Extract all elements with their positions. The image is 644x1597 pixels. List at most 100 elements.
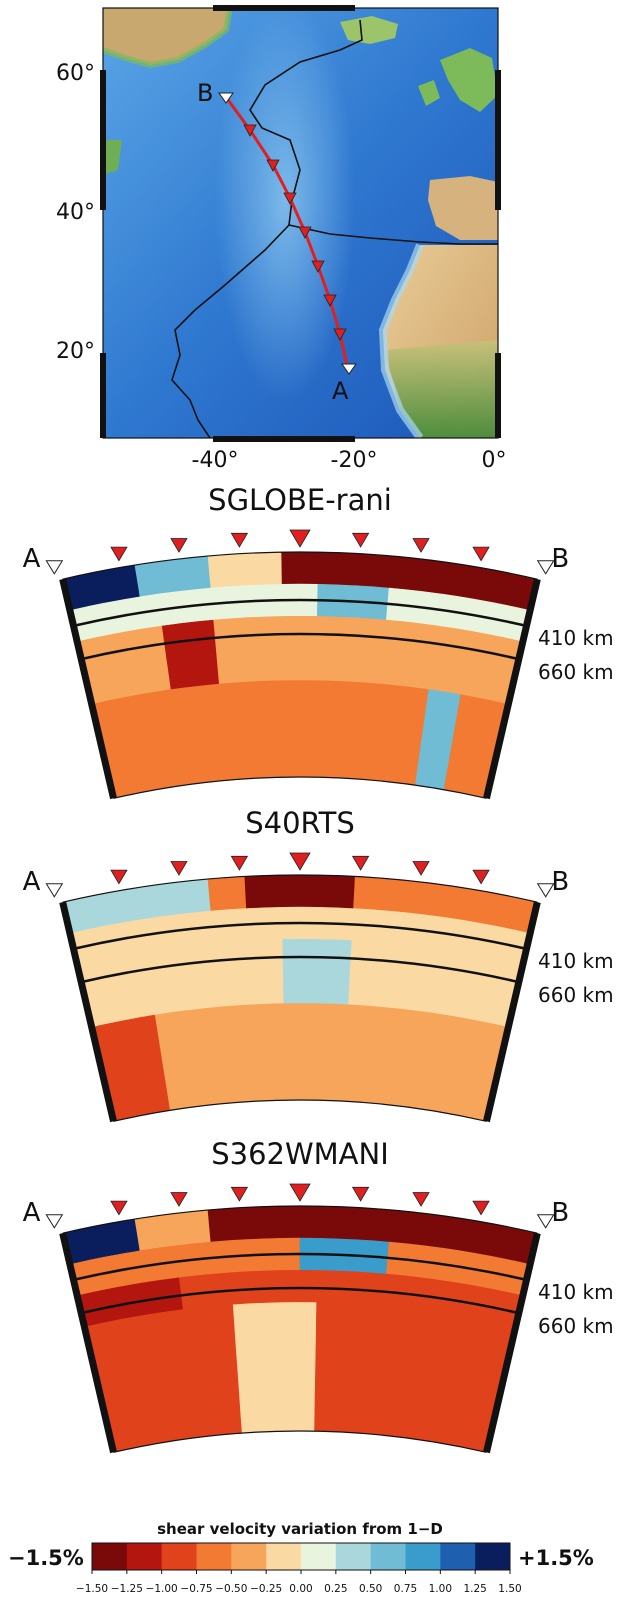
section-endpoint-a-marker [45,883,64,898]
discontinuity-410 [73,1252,527,1282]
section-cell [400,1420,418,1440]
section-cell [363,1005,382,1024]
section-cell [374,1385,393,1404]
section-cell [368,925,389,944]
section-cell [207,1208,228,1227]
section-base [113,1430,487,1453]
colorbar-tick-label: −1.50 [76,1583,108,1595]
section-cell [299,1366,316,1384]
section-cell [444,675,464,696]
section-cell [194,603,215,623]
section-cell [385,603,406,623]
section-cell [434,739,453,759]
section-cell [299,1302,318,1319]
section-cell [316,1302,334,1320]
section-cell [316,971,334,989]
section-cell [333,616,353,635]
section-cell [400,1089,418,1109]
section-cell [122,1348,143,1368]
section-cell [315,696,333,714]
section-cell [329,1068,346,1086]
section-cell [226,876,246,894]
section-cell [133,659,153,680]
section-cell [463,1316,484,1337]
section-cell [328,1084,345,1102]
section-cell [282,648,301,665]
section-cell [173,896,194,916]
section-cell [391,1040,410,1059]
colorbar-tick-label: −1.25 [111,1583,143,1595]
section-cell [161,623,182,643]
section-cell [299,1253,318,1271]
section-cell [331,1318,350,1337]
section-cell [299,551,319,569]
section-cell [211,1256,232,1275]
colorbar-swatch [266,1543,302,1570]
section-cell [414,1309,434,1329]
section-cell [175,1042,194,1061]
section-cell [189,1209,210,1229]
section-cell [152,673,172,693]
map-endpoint-a-label: A [332,377,349,405]
colorbar-tick-label: 1.50 [498,1583,521,1595]
map-station-marker [323,294,337,307]
section-cell [364,1320,383,1339]
section-cell [152,771,171,791]
map-endpoint-b-label: B [197,79,213,107]
section-cell [335,1206,356,1224]
section-cell [162,1060,181,1079]
section-cell [430,657,451,677]
section-cell [265,616,284,634]
section-cell [406,719,425,738]
section-cell [129,1049,148,1069]
colorbar-swatch [92,1543,128,1570]
section-cell [314,1083,330,1101]
section-cell [334,1254,354,1272]
section-cell [247,616,267,635]
section-wall-right [483,901,541,1123]
section-cell [374,1054,393,1073]
section-cell [299,1035,316,1053]
section-cell [282,922,301,940]
section-cell [252,1035,270,1054]
colorbar-swatch [370,1543,406,1570]
section-cell [209,570,230,589]
section-cell [246,1254,266,1272]
section-cell [282,1302,301,1319]
section-cell [299,712,316,730]
section-cell [223,1384,241,1403]
colorbar-tick-label: −0.75 [180,1583,212,1595]
section-cell [439,1030,459,1050]
colorbar-title: shear velocity variation from 1−D [157,1520,443,1538]
section-cell [221,714,240,733]
section-cell [265,1270,284,1288]
section-cell [266,987,285,1005]
colorbar-tick-label: 1.25 [463,1583,486,1595]
section-cell [402,1073,421,1093]
map-panel: B A 60° 40° 20° -40° -20° 0° [56,5,507,473]
section-cell [166,655,186,675]
section-cell [196,1273,216,1293]
section-cell [126,1364,146,1384]
section-cell [281,1205,301,1223]
section-cell [229,924,249,943]
section-cell [317,1221,337,1240]
section-cell [459,580,481,601]
section-cell [252,1350,270,1369]
section-cell [334,923,354,941]
section-cell [315,987,334,1005]
section-cell [460,678,481,699]
section-cell [250,664,269,683]
section-cell [182,1089,200,1109]
section-cell [430,1311,451,1331]
section-cell [159,1044,179,1063]
section-cell [136,998,156,1019]
section-cell [281,1237,301,1255]
section-cell [226,553,246,571]
section-cell [266,1302,284,1320]
section-cell [126,1033,146,1053]
section-cell [370,570,391,589]
section-cell [299,1398,316,1416]
section-cell [186,1008,206,1027]
section-endpoint-a-marker [45,560,64,575]
